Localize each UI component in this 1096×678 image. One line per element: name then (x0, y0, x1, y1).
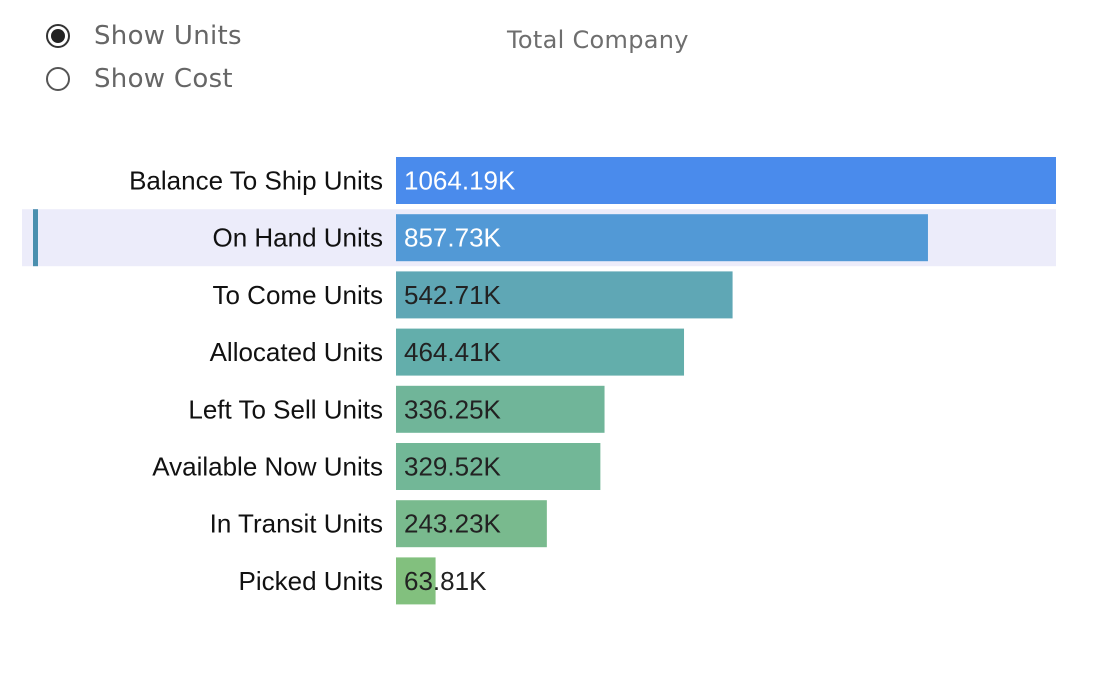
bar[interactable] (396, 500, 547, 548)
bar[interactable] (396, 385, 605, 433)
selection-indicator (33, 209, 38, 267)
show-cost-radio[interactable] (46, 66, 70, 91)
measure-toggle: Show Units Show Cost (46, 14, 242, 100)
radio-selected-dot (51, 28, 65, 43)
category-label: In Transit Units (210, 509, 383, 539)
bar[interactable] (396, 157, 1056, 204)
category-label: On Hand Units (212, 223, 383, 253)
show-units-label: Show Units (94, 20, 242, 51)
bar[interactable] (396, 214, 928, 262)
bar[interactable] (396, 557, 436, 605)
bar[interactable] (396, 443, 601, 490)
category-label: Balance To Ship Units (129, 166, 383, 196)
category-label: Left To Sell Units (188, 394, 383, 424)
value-label: 329.52K (404, 452, 502, 482)
value-label: 464.41K (404, 337, 502, 367)
category-label: Available Now Units (152, 452, 383, 482)
value-label: 1064.19K (404, 166, 516, 196)
value-label: 63.81K (404, 566, 487, 596)
show-units-option[interactable]: Show Units (46, 14, 242, 57)
show-units-radio[interactable] (46, 23, 70, 48)
bar[interactable] (396, 271, 733, 319)
category-label: Allocated Units (210, 337, 383, 367)
value-label: 857.73K (404, 223, 502, 253)
value-label: 243.23K (404, 509, 502, 539)
category-label: To Come Units (213, 280, 384, 310)
category-label: Picked Units (239, 566, 384, 596)
bar[interactable] (396, 328, 685, 376)
chart-title: Total Company (507, 26, 689, 54)
show-cost-label: Show Cost (94, 63, 233, 94)
show-cost-option[interactable]: Show Cost (46, 57, 242, 100)
value-label: 542.71K (404, 280, 502, 310)
value-label: 336.25K (404, 394, 502, 424)
